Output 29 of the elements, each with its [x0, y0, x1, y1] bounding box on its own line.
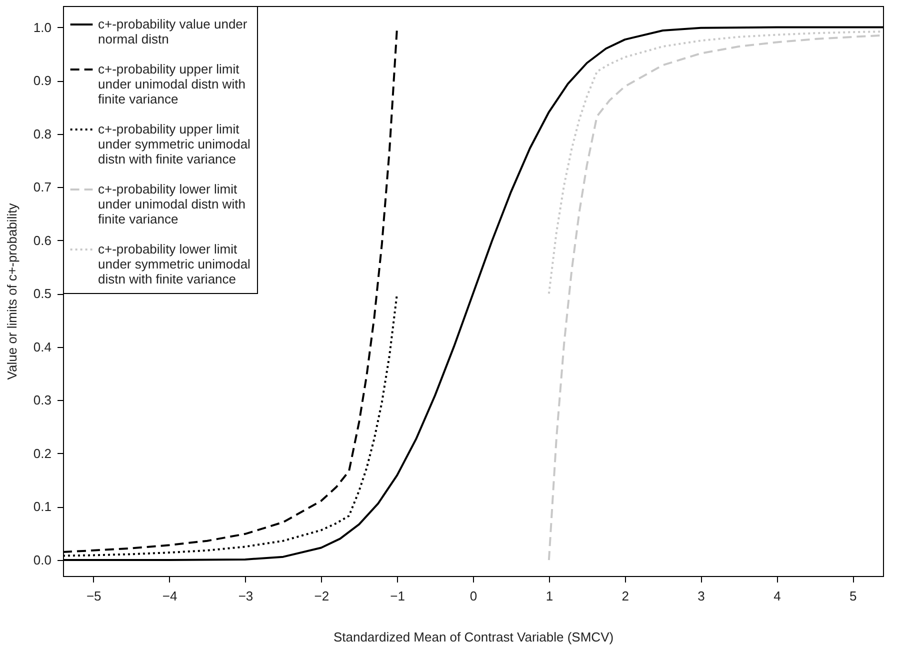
x-tick-label: 5	[850, 588, 857, 604]
legend-label: c+-probability lower limit under unimodal distn with finite variance	[98, 182, 246, 226]
x-tick-label: −1	[390, 588, 405, 604]
x-tick-label: −4	[162, 588, 178, 604]
y-axis-title: Value or limits of c+-probability	[4, 202, 20, 380]
y-tick-label: 0.8	[33, 126, 52, 142]
y-tick-label: 0.6	[33, 232, 52, 248]
x-tick-label: −2	[314, 588, 330, 604]
legend-label: c+-probability lower limit under symmetric unimodal distn with finite variance	[98, 242, 251, 286]
x-tick-label: −5	[86, 588, 102, 604]
x-tick-label: 0	[470, 588, 478, 604]
legend-label: c+-probability upper limit under symmetric unimodal distn with finite variance	[98, 122, 251, 166]
y-tick-label: 0.2	[33, 446, 52, 461]
x-tick-label: 3	[698, 588, 705, 604]
y-tick-label: 0.1	[33, 499, 52, 514]
legend-label: c+-probability upper limit under unimodal distn with finite variance	[98, 62, 246, 106]
y-tick-label: 0.5	[33, 286, 52, 302]
y-tick-label: 0.0	[33, 552, 52, 568]
x-tick-label: 1	[546, 588, 554, 604]
x-tick-label: 4	[774, 588, 781, 604]
y-tick-label: 1.0	[33, 20, 52, 35]
y-tick-label: 0.7	[33, 180, 52, 195]
x-tick-label: −3	[238, 588, 254, 604]
x-axis-title: Standardized Mean of Contrast Variable (SMCV)	[333, 630, 614, 644]
x-tick-label: 2	[622, 588, 629, 604]
legend-label: c+-probability value under normal distn	[98, 16, 248, 46]
y-tick-label: 0.9	[33, 73, 52, 88]
y-tick-label: 0.3	[33, 392, 52, 408]
y-tick-label: 0.4	[33, 339, 52, 354]
